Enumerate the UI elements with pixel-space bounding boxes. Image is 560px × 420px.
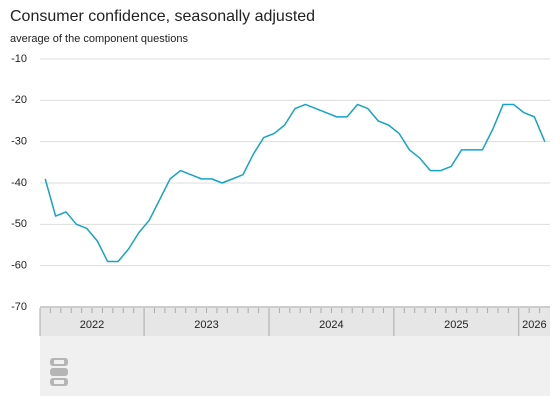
y-tick-label: -50 [11,218,27,230]
y-tick-label: -30 [11,136,27,148]
y-tick-label: -10 [11,53,27,65]
y-tick-label: -70 [11,301,27,313]
y-tick-label: -60 [11,260,27,272]
y-tick-label: -40 [11,177,27,189]
x-tick-label: 2022 [80,319,104,331]
series-line [44,103,546,263]
x-tick-label: 2023 [194,319,218,331]
x-axis-band [40,308,550,336]
chart-subtitle: average of the component questions [10,33,188,45]
y-tick-label: -20 [11,94,27,106]
x-tick-label: 2026 [522,319,546,331]
x-tick-label: 2025 [444,319,468,331]
chart-title: Consumer confidence, seasonally adjusted [10,8,315,25]
x-tick-label: 2024 [319,319,343,331]
logo [50,358,68,386]
